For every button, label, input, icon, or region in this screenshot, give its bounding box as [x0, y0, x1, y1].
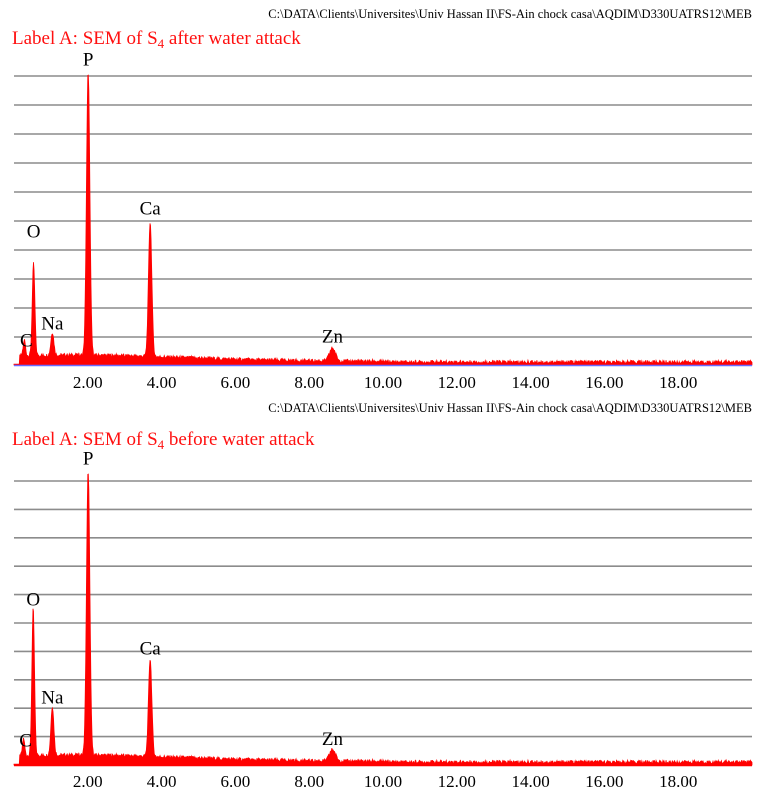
eds-spectrum-plot: C O Na P Ca Zn 2.00 4.00 6.00 8.00 10.00 12.00 14.00… [13, 448, 753, 791]
spectrum-series [13, 473, 753, 766]
peak-label-p: P [83, 448, 94, 469]
peak-label-c: C [19, 731, 32, 752]
x-tick-label: 14.00 [511, 772, 549, 791]
chart-title: Label A: SEM of S4 before water attack [12, 429, 315, 453]
x-tick-label: 2.00 [73, 772, 103, 791]
peak-label-o: O [26, 589, 40, 610]
spectrum-series [13, 74, 753, 366]
peak-label-o: O [27, 222, 41, 243]
peak-label-zn: Zn [322, 326, 344, 347]
spectrum-panel-before: C:\DATA\Clients\Universites\Univ Hassan … [0, 397, 758, 794]
x-tick-label: 14.00 [511, 373, 549, 392]
peak-label-ca: Ca [140, 638, 162, 659]
peak-label-c: C [20, 331, 33, 352]
eds-spectrum-plot: C O Na P Ca Zn 2.00 4.00 6.00 8.00 10.00 12.00 14.00… [13, 49, 753, 392]
file-path-text: C:\DATA\Clients\Universites\Univ Hassan … [268, 401, 752, 415]
x-tick-label: 16.00 [585, 373, 623, 392]
x-tick-label: 6.00 [221, 373, 251, 392]
chart-title-main: Label A: SEM of S [12, 429, 158, 450]
x-tick-label: 16.00 [585, 772, 623, 791]
x-tick-label: 4.00 [147, 373, 177, 392]
chart-title-tail: before water attack [164, 429, 315, 450]
chart-title-main: Label A: SEM of S [12, 28, 158, 49]
x-tick-label: 10.00 [364, 373, 402, 392]
x-tick-label: 8.00 [294, 373, 324, 392]
chart-title-subscript: 4 [157, 437, 165, 452]
file-path-text: C:\DATA\Clients\Universites\Univ Hassan … [268, 7, 752, 21]
chart-title-tail: after water attack [164, 28, 301, 49]
chart-title-subscript: 4 [157, 36, 165, 51]
x-tick-label: 18.00 [659, 772, 697, 791]
peak-label-na: Na [41, 313, 64, 334]
x-tick-label: 8.00 [294, 772, 324, 791]
x-tick-label: 10.00 [364, 772, 402, 791]
spectrum-panel-after: C:\DATA\Clients\Universites\Univ Hassan … [0, 0, 758, 392]
x-tick-label: 2.00 [73, 373, 103, 392]
peak-label-na: Na [41, 687, 64, 708]
x-tick-label: 12.00 [438, 772, 476, 791]
x-tick-label: 6.00 [221, 772, 251, 791]
peak-label-p: P [83, 49, 94, 70]
peak-label-ca: Ca [140, 199, 162, 220]
x-tick-label: 18.00 [659, 373, 697, 392]
chart-title: Label A: SEM of S4 after water attack [12, 28, 301, 52]
x-tick-label: 4.00 [147, 772, 177, 791]
x-tick-label: 12.00 [438, 373, 476, 392]
peak-label-zn: Zn [322, 729, 344, 750]
